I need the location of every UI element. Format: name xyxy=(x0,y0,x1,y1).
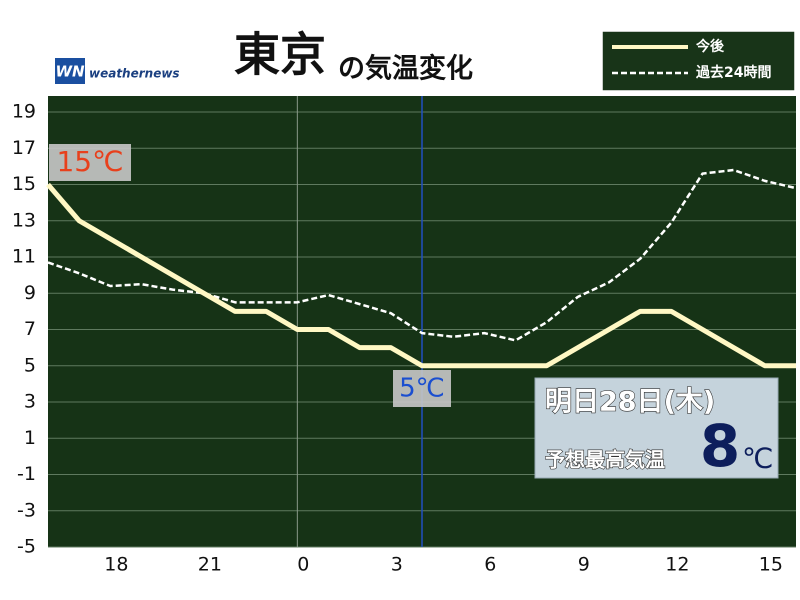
series-line xyxy=(47,168,797,342)
forecast-box xyxy=(534,377,779,479)
y-tick-label: 11 xyxy=(12,246,36,268)
legend xyxy=(601,30,796,92)
y-tick-label: 19 xyxy=(12,101,36,123)
chart-subtitle: の気温変化 xyxy=(338,53,473,85)
logo-letters: WN xyxy=(55,63,85,81)
legend-label: 過去24時間 xyxy=(695,64,771,81)
annotation-bg xyxy=(49,144,131,181)
forecast-value: 8 xyxy=(700,412,740,480)
x-tick-label: 9 xyxy=(578,554,590,576)
y-tick-label: -5 xyxy=(17,536,36,558)
x-tick-label: 18 xyxy=(104,554,128,576)
x-tick-label: 21 xyxy=(198,554,222,576)
x-tick-label: 15 xyxy=(759,554,783,576)
series-line xyxy=(46,182,796,369)
y-tick-label: 9 xyxy=(24,282,36,304)
x-tick-label: 3 xyxy=(391,554,403,576)
y-tick-label: -3 xyxy=(17,499,36,521)
x-tick-label: 0 xyxy=(297,554,309,576)
y-tick-label: -1 xyxy=(17,463,36,485)
now-annotation: 5℃ xyxy=(399,374,445,404)
start-annotation: 15℃ xyxy=(56,145,123,178)
legend-label: 今後 xyxy=(695,38,725,55)
y-tick-label: 7 xyxy=(24,318,36,340)
x-tick-label: 6 xyxy=(484,554,496,576)
logo-text: weathernews xyxy=(89,67,180,81)
y-tick-label: 5 xyxy=(24,354,36,376)
logo: WN weathernews xyxy=(55,58,180,84)
forecast-label: 予想最高気温 xyxy=(545,448,665,472)
y-tick-label: 1 xyxy=(24,427,36,449)
y-tick-label: 17 xyxy=(12,137,36,159)
x-tick-label: 12 xyxy=(665,554,689,576)
y-tick-label: 3 xyxy=(24,391,36,413)
y-tick-label: 15 xyxy=(12,173,36,195)
forecast-unit: ℃ xyxy=(742,442,773,475)
y-tick-label: 13 xyxy=(12,209,36,231)
chart-title: 東京 xyxy=(234,28,326,82)
logo-mark xyxy=(55,58,85,84)
forecast-date: 明日28日(木) xyxy=(545,387,715,418)
annotation-bg xyxy=(393,370,451,407)
